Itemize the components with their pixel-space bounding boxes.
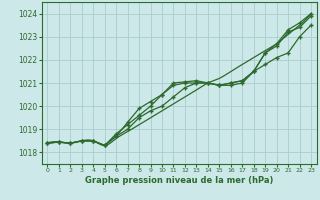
X-axis label: Graphe pression niveau de la mer (hPa): Graphe pression niveau de la mer (hPa): [85, 176, 273, 185]
